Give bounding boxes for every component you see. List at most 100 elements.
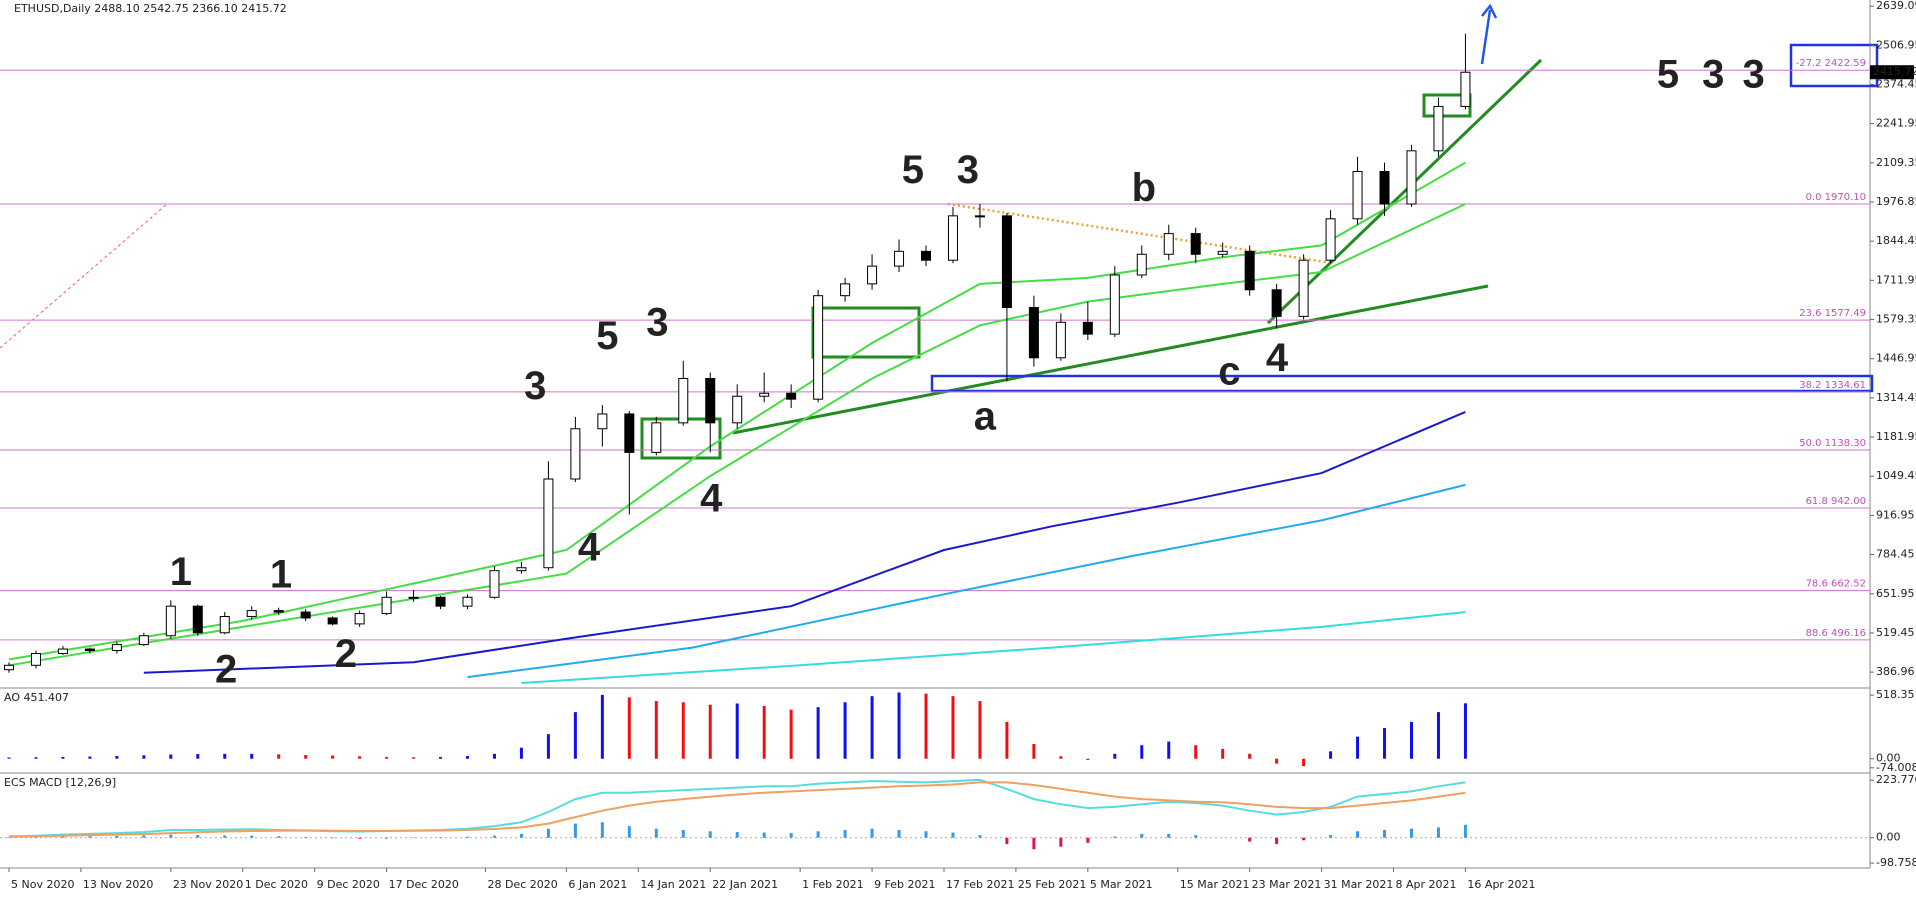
x-tick-label: 22 Jan 2021: [712, 878, 778, 891]
x-tick-label: 17 Feb 2021: [946, 878, 1014, 891]
candle-body: [1001, 215, 1012, 309]
candle-body: [1055, 321, 1066, 359]
macd-tick-label: 0.00: [1876, 831, 1901, 844]
candle-body: [408, 596, 419, 599]
candle-body: [813, 295, 824, 400]
candle-body: [894, 250, 905, 267]
x-tick-label: 9 Dec 2020: [317, 878, 380, 891]
y-tick-label: 1844.45: [1876, 234, 1916, 247]
y-tick-label: 1711.95: [1876, 273, 1916, 286]
wave-label: 3: [957, 148, 979, 192]
moving-average: [8, 203, 1466, 667]
candle-body: [516, 567, 527, 572]
macd-tick-label: -98.7588: [1876, 856, 1916, 869]
support-box: [930, 374, 1874, 393]
candle-body: [219, 616, 230, 634]
y-tick-label: 2374.45: [1876, 77, 1916, 90]
x-tick-label: 25 Feb 2021: [1018, 878, 1086, 891]
candle-body: [570, 428, 581, 480]
last-price-label: 2415.72: [1873, 65, 1916, 78]
candle-body: [1460, 71, 1471, 107]
candle-body: [1352, 171, 1363, 220]
y-tick-label: 651.95: [1876, 587, 1915, 600]
wave-label: 4: [700, 477, 723, 521]
candle-body: [84, 648, 95, 652]
candle-body: [30, 652, 41, 666]
y-tick-label: 1181.95: [1876, 430, 1916, 443]
candle-body: [732, 395, 743, 424]
candle-body: [651, 422, 662, 453]
x-tick-label: 28 Dec 2020: [487, 878, 557, 891]
candle-body: [489, 570, 500, 598]
wave-label: 4: [578, 525, 601, 569]
wave-label: 5: [596, 314, 618, 358]
y-tick-label: 1976.85: [1876, 195, 1916, 208]
fib-label: 0.0 1970.10: [1806, 192, 1866, 203]
x-tick-label: 13 Nov 2020: [83, 878, 153, 891]
candle-body: [1082, 321, 1093, 335]
y-tick-label: 1049.45: [1876, 469, 1916, 482]
ao-label: AO 451.407: [4, 691, 69, 704]
candle-body: [624, 413, 635, 453]
candle-body: [840, 283, 851, 297]
candle-body: [1136, 253, 1147, 276]
moving-average: [143, 410, 1466, 674]
candle-body: [246, 610, 257, 618]
moving-average: [467, 483, 1466, 679]
y-tick-label: 784.45: [1876, 548, 1915, 561]
candle-body: [327, 617, 338, 625]
candle-body: [435, 596, 446, 607]
moving-average: [8, 161, 1466, 661]
fib-label: 38.2 1334.61: [1799, 380, 1866, 391]
last-price-box: [1870, 65, 1914, 80]
y-tick-label: 1446.95: [1876, 352, 1916, 365]
candle-body: [921, 250, 932, 261]
chart-header: ETHUSD,Daily 2488.10 2542.75 2366.10 241…: [14, 2, 287, 15]
wave-label: 1: [270, 552, 292, 596]
wave-label: 3: [646, 301, 668, 345]
x-tick-label: 1 Dec 2020: [245, 878, 308, 891]
wave-label: 5: [1657, 53, 1679, 97]
candle-body: [462, 596, 473, 607]
candle-body: [947, 215, 958, 261]
y-tick-label: 2506.95: [1876, 38, 1916, 51]
x-tick-label: 23 Nov 2020: [173, 878, 243, 891]
green-box: [811, 306, 921, 359]
x-tick-label: 5 Nov 2020: [11, 878, 74, 891]
candle-body: [1433, 105, 1444, 152]
x-tick-label: 16 Apr 2021: [1467, 878, 1535, 891]
candle-body: [974, 215, 985, 218]
wave-label: c: [1218, 349, 1240, 393]
signal-line: [8, 781, 1466, 838]
x-tick-label: 31 Mar 2021: [1324, 878, 1394, 891]
y-tick-label: 2639.09: [1876, 0, 1916, 12]
wave-label: b: [1132, 166, 1156, 210]
dashed-line: [0, 203, 168, 349]
moving-average: [521, 611, 1466, 684]
candle-body: [1325, 218, 1336, 261]
x-tick-label: 5 Mar 2021: [1090, 878, 1153, 891]
candle-body: [354, 613, 365, 625]
ao-tick-label: 518.351: [1876, 688, 1916, 701]
candle-body: [786, 392, 797, 400]
candle-body: [678, 377, 689, 424]
candle-body: [705, 377, 716, 424]
candle-body: [381, 596, 392, 615]
arrow: [1480, 9, 1492, 65]
wave-label: 4: [1266, 336, 1289, 380]
candle-body: [57, 648, 68, 654]
x-tick-label: 1 Feb 2021: [802, 878, 863, 891]
fib-label: 23.6 1577.49: [1799, 308, 1866, 319]
wave-label: 2: [215, 648, 237, 692]
x-tick-label: 6 Jan 2021: [568, 878, 627, 891]
ao-tick-label: 0.00: [1876, 752, 1901, 765]
candle-body: [1109, 274, 1120, 335]
wave-label: 1: [170, 550, 192, 594]
candle-body: [597, 413, 608, 430]
fib-label: -27.2 2422.59: [1796, 58, 1866, 69]
x-tick-label: 14 Jan 2021: [640, 878, 706, 891]
x-tick-label: 23 Mar 2021: [1252, 878, 1322, 891]
candle-body: [867, 265, 878, 285]
x-tick-label: 17 Dec 2020: [389, 878, 459, 891]
